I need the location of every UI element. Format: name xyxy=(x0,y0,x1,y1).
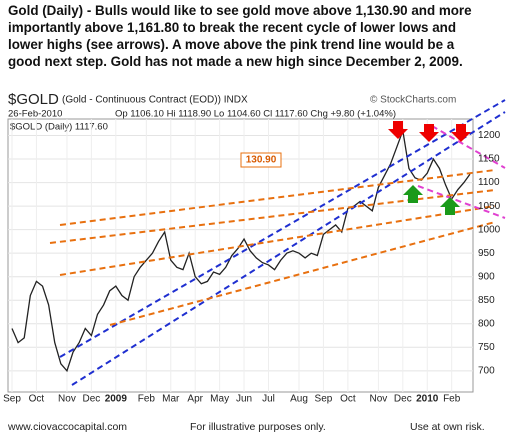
y-tick-label: 1100 xyxy=(478,177,500,188)
y-tick-label: 900 xyxy=(478,271,495,282)
down-arrow xyxy=(419,124,439,142)
up-arrow xyxy=(403,185,423,203)
footer-left: www.ciovaccocapital.com xyxy=(7,421,127,433)
x-tick-label: May xyxy=(210,394,229,405)
up-arrow xyxy=(440,197,460,215)
plot xyxy=(11,128,471,373)
annotation: 130.90 xyxy=(246,155,277,166)
legend-entry: $GOLD (Daily) 1117.60 xyxy=(10,122,108,133)
x-tick-label: Jul xyxy=(262,394,275,405)
commentary-line: lower highs (see arrows). A move above t… xyxy=(8,37,455,52)
y-tick-label: 1000 xyxy=(478,224,501,235)
annotation-box xyxy=(240,152,282,168)
x-tick-label: Feb xyxy=(443,394,461,405)
trend-line xyxy=(59,205,496,276)
y-tick-label: 1050 xyxy=(478,201,501,212)
y-tick-label: 700 xyxy=(478,365,495,376)
watermark: © StockCharts.com xyxy=(370,95,456,106)
x-tick-label: Feb xyxy=(138,394,156,405)
commentary: Gold (Daily) - Bulls would like to see g… xyxy=(8,2,508,70)
trend-line xyxy=(109,221,496,326)
x-tick-label: Dec xyxy=(82,394,100,405)
ohlc: Op 1106.10 Hi 1118.90 Lo 1104.60 Cl 1117… xyxy=(115,109,396,120)
x-tick-label: Apr xyxy=(187,394,203,405)
y-tick-label: 750 xyxy=(478,342,495,353)
trend-line xyxy=(431,125,506,169)
x-tick-label: Oct xyxy=(340,394,356,405)
x-tick-label: Aug xyxy=(290,394,308,405)
footer-right: Use at own risk. xyxy=(410,421,485,433)
footer-center: For illustrative purposes only. xyxy=(190,421,326,433)
commentary-line: good next step. Gold has not made a new … xyxy=(8,54,463,69)
trend-line xyxy=(59,99,506,358)
plot-frame xyxy=(7,118,474,393)
x-tick-label: Sep xyxy=(315,394,333,405)
x-tick-label: 2009 xyxy=(105,394,128,405)
chart-heading: (Gold - Continuous Contract (EOD)) INDX xyxy=(62,95,248,106)
y-tick-label: 800 xyxy=(478,318,495,329)
commentary-line: importantly above 1,161.80 to break the … xyxy=(8,20,456,35)
symbol: $GOLD xyxy=(8,91,59,108)
arrows xyxy=(388,121,471,215)
down-arrow xyxy=(388,121,408,139)
trend-line xyxy=(417,185,506,219)
y-tick-label: 1200 xyxy=(478,130,501,141)
trend-lines xyxy=(49,99,506,386)
x-tick-label: Oct xyxy=(29,394,45,405)
x-tick-label: Jun xyxy=(236,394,252,405)
down-arrow xyxy=(451,124,471,142)
trend-line xyxy=(49,189,496,244)
y-tick-label: 850 xyxy=(478,295,495,306)
date: 26-Feb-2010 xyxy=(8,109,62,120)
x-tick-label: Nov xyxy=(370,394,388,405)
x-tick-label: Mar xyxy=(162,394,180,405)
price-line xyxy=(11,128,471,373)
x-tick-label: Nov xyxy=(58,394,76,405)
commentary-line: Gold (Daily) - Bulls would like to see g… xyxy=(8,3,472,18)
y-tick-label: 1150 xyxy=(478,154,500,165)
x-tick-label: 2010 xyxy=(416,394,439,405)
x-tick-label: Sep xyxy=(3,394,21,405)
trend-line xyxy=(71,111,506,386)
x-tick-label: Dec xyxy=(394,394,412,405)
trend-line xyxy=(59,169,496,226)
y-tick-label: 950 xyxy=(478,248,495,259)
